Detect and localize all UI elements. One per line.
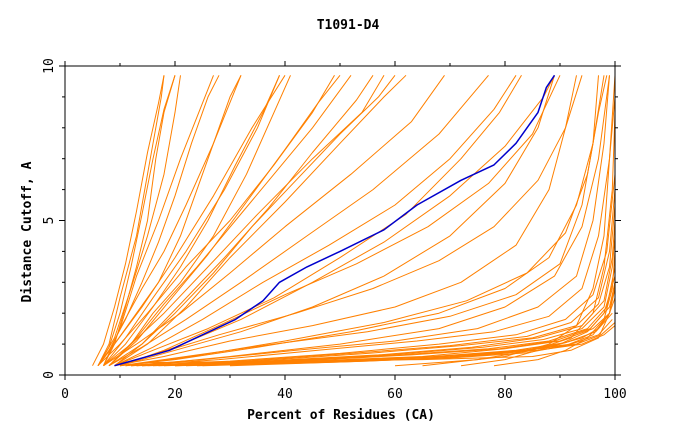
model-curve-30 [119,75,605,367]
model-curve-52 [493,251,616,367]
model-curve-38 [114,75,517,367]
y-tick-label-0: 0 [42,371,57,379]
x-tick-label-80: 80 [497,387,513,402]
x-tick-label-20: 20 [167,387,183,402]
model-curve-44 [97,75,176,366]
model-curve-19 [136,189,616,367]
x-tick-label-40: 40 [277,387,293,402]
x-tick-label-0: 0 [61,387,69,402]
model-curve-3 [97,75,181,366]
model-curve-42 [97,75,242,367]
tick-layer: 0 20 40 60 80 100 0 5 10 [42,58,627,402]
model-curve-23 [152,266,616,367]
model-curve-20 [141,204,616,367]
model-curve-21 [141,220,616,367]
model-curve-43 [103,75,280,367]
model-curve-53 [174,275,616,367]
model-curve-22 [147,235,616,367]
y-tick-label-5: 5 [42,217,57,225]
model-curve-47 [394,112,616,367]
model-curve-50 [108,74,341,367]
model-curve-39 [119,75,561,367]
y-axis-label: Distance Cutoff, A [20,161,35,302]
model-curve-34 [147,282,616,364]
model-curve-9 [103,75,385,367]
y-tick-label-10: 10 [42,58,57,74]
model-curve-51 [114,75,374,367]
highlight-layer [114,74,556,367]
model-curve-45 [119,75,555,367]
model-curve-49 [92,75,165,366]
model-curve-54 [202,282,616,367]
series-layer [92,74,616,367]
model-curve-12 [114,75,522,367]
model-curve-46 [136,75,610,367]
model-curve-48 [422,96,616,367]
x-tick-label-60: 60 [387,387,403,402]
x-axis-label: Percent of Residues (CA) [247,408,435,423]
chart-title: T1091-D4 [317,18,380,33]
model-curve-37 [114,74,407,367]
model-curve-32 [114,75,583,367]
model-curve-13 [119,75,555,367]
model-curve-16 [125,75,610,367]
model-curve-41 [97,75,220,366]
model-curve-1 [97,75,165,366]
model-curve-18 [130,174,616,367]
model-curve-8 [97,75,335,367]
model-curve-17 [130,75,616,367]
highlighted-model-curve [114,74,556,367]
model-curve-14 [114,75,577,367]
model-curve-10 [103,75,445,367]
model-curve-35 [108,75,291,367]
model-curve-31 [125,75,608,367]
x-tick-label-100: 100 [603,387,626,402]
